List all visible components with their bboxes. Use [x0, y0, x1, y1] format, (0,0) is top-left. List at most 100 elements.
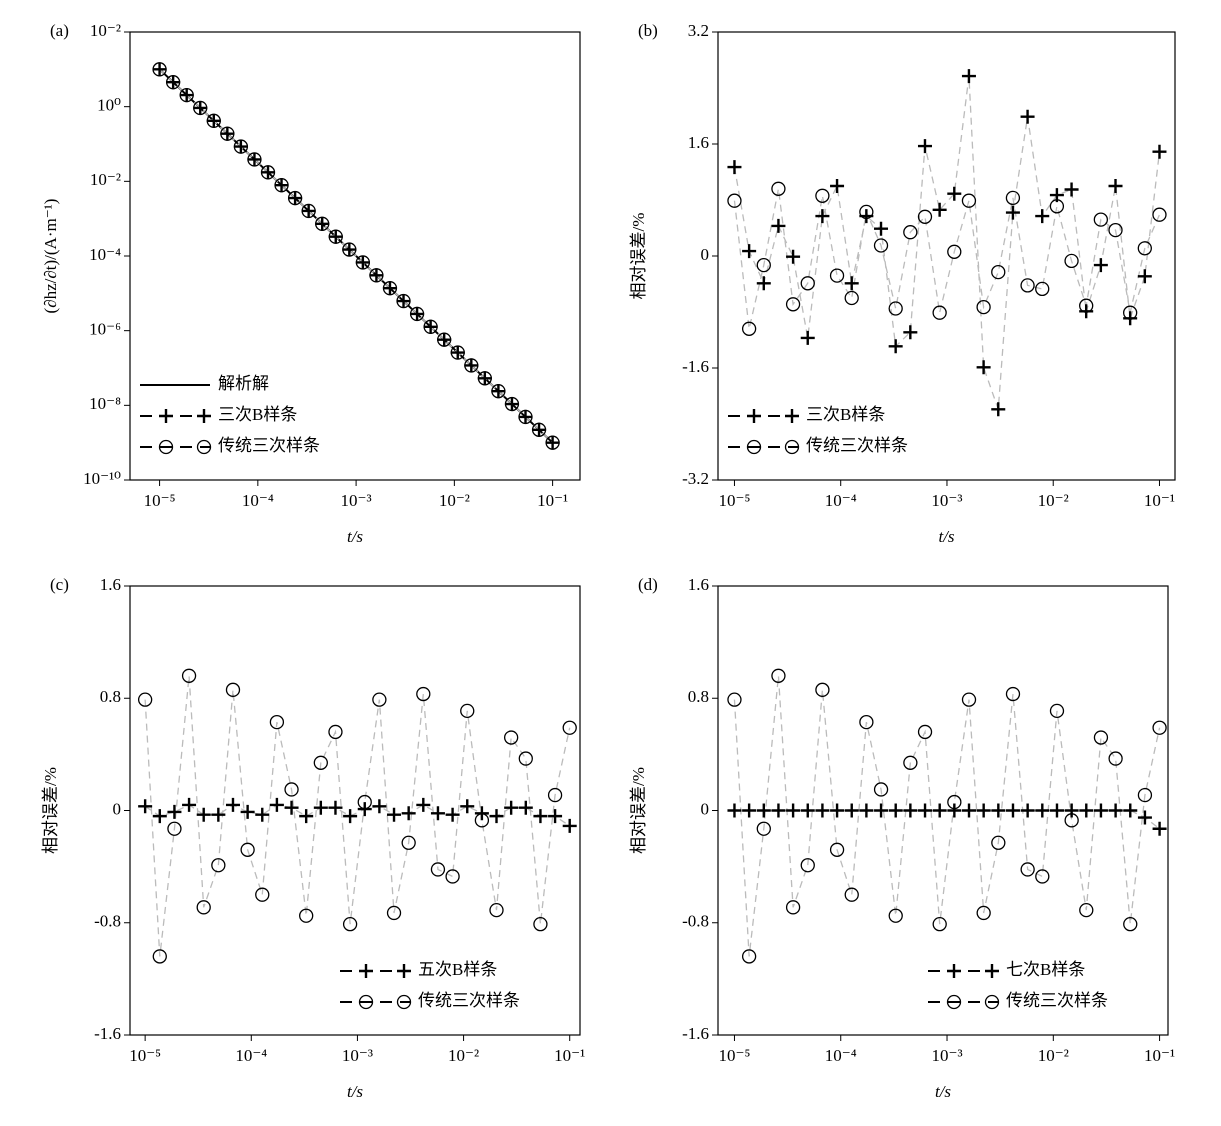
- legend-item: 传统三次样条: [928, 991, 1108, 1010]
- cross-marker: [727, 160, 742, 175]
- circle-marker: [382, 281, 398, 296]
- circle-marker: [165, 75, 181, 90]
- cross-marker: [1005, 205, 1020, 220]
- circle-marker: [1137, 241, 1152, 256]
- circle-marker: [771, 181, 786, 196]
- circle-marker: [784, 439, 800, 455]
- cross-marker: [800, 803, 815, 818]
- circle-marker: [1093, 212, 1108, 227]
- y-tick-label: 10⁻²: [90, 170, 121, 189]
- cross-marker: [562, 818, 577, 833]
- cross-marker: [489, 809, 504, 824]
- panel: 10⁻⁵ 10⁻⁴ 10⁻³ 10⁻² 10⁻¹ -1.6 -0.8 0 0.8 1.6 (d) t/…: [629, 575, 1175, 1101]
- x-tick-label: 10⁻⁴: [825, 1046, 857, 1065]
- circle-marker: [1108, 751, 1123, 766]
- circle-marker: [255, 887, 270, 902]
- cross-marker: [343, 809, 358, 824]
- circle-marker: [1005, 190, 1021, 206]
- y-tick-label: 1.6: [688, 133, 709, 152]
- cross-marker: [756, 803, 771, 818]
- circle-marker: [829, 268, 845, 283]
- cross-marker: [830, 803, 845, 818]
- cross-marker: [313, 800, 328, 815]
- circle-marker: [504, 396, 520, 412]
- cross-marker: [1005, 803, 1020, 818]
- circle-marker: [386, 905, 402, 921]
- y-tick-label: 10⁻⁴: [89, 245, 121, 264]
- x-tick-label: 10⁻⁴: [242, 491, 274, 510]
- cross-marker: [756, 276, 771, 291]
- cross-marker: [786, 803, 801, 818]
- circle-marker: [932, 917, 947, 932]
- cross-marker: [274, 178, 289, 193]
- cross-marker: [159, 409, 173, 423]
- x-axis-label: t/s: [347, 527, 363, 546]
- circle-marker: [859, 204, 874, 220]
- circle-marker: [179, 87, 194, 103]
- circle-marker: [416, 686, 431, 702]
- x-tick-label: 10⁻²: [448, 1046, 479, 1065]
- circle-marker: [991, 264, 1006, 280]
- circle-marker: [903, 755, 918, 770]
- cross-marker: [430, 806, 445, 821]
- circle-marker: [531, 422, 547, 437]
- circle-marker: [545, 435, 560, 450]
- cross-marker: [742, 244, 757, 259]
- circle-marker: [1035, 869, 1050, 884]
- x-tick-label: 10⁻⁴: [235, 1046, 267, 1065]
- circle-marker: [1079, 298, 1094, 313]
- cross-marker: [450, 345, 465, 360]
- cross-marker: [1123, 803, 1138, 818]
- cross-marker: [932, 202, 947, 217]
- circle-marker: [372, 692, 387, 707]
- panel-label: (c): [50, 575, 69, 594]
- cross-marker: [947, 803, 962, 818]
- circle-marker: [269, 714, 285, 730]
- cross-marker: [1049, 803, 1064, 818]
- x-tick-label: 10⁻⁴: [825, 491, 857, 510]
- circle-marker: [445, 869, 460, 884]
- circle-marker: [401, 835, 416, 850]
- circle-marker: [158, 439, 174, 455]
- circle-marker: [396, 293, 411, 309]
- circle-marker: [771, 668, 786, 683]
- cross-marker: [261, 165, 276, 180]
- series-line: [144, 675, 571, 957]
- y-tick-label: 0: [113, 799, 122, 818]
- x-tick-label: 10⁻¹: [554, 1046, 585, 1065]
- cross-marker: [533, 809, 548, 824]
- circle-marker: [328, 724, 343, 740]
- cross-marker: [196, 807, 211, 822]
- cross-marker: [815, 803, 830, 818]
- cross-marker: [991, 803, 1006, 818]
- circle-marker: [1123, 305, 1138, 320]
- y-tick-label: 10⁻²: [90, 21, 121, 40]
- circle-marker: [355, 255, 371, 270]
- circle-marker: [491, 384, 506, 399]
- y-tick-label: 0.8: [688, 687, 709, 706]
- cross-marker: [182, 797, 197, 812]
- cross-marker: [771, 803, 786, 818]
- cross-marker: [247, 152, 262, 167]
- circle-marker: [815, 188, 830, 203]
- circle-marker: [1093, 730, 1109, 745]
- cross-marker: [240, 804, 255, 819]
- circle-marker: [152, 949, 167, 964]
- circle-marker: [800, 858, 815, 873]
- cross-marker: [491, 384, 506, 399]
- legend-item: 七次B样条: [928, 960, 1085, 979]
- y-tick-label: 0: [701, 799, 710, 818]
- legend-item: 三次B样条: [728, 405, 885, 424]
- circle-marker: [358, 994, 374, 1010]
- cross-marker: [771, 218, 786, 233]
- cross-marker: [211, 807, 226, 822]
- circle-marker: [437, 332, 452, 347]
- circle-marker: [741, 321, 757, 336]
- cross-marker: [976, 360, 991, 375]
- circle-marker: [1152, 207, 1167, 222]
- cross-marker: [206, 113, 221, 128]
- x-tick-label: 10⁻⁵: [719, 1046, 751, 1065]
- legend-item: 传统三次样条: [140, 436, 320, 455]
- cross-marker: [844, 803, 859, 818]
